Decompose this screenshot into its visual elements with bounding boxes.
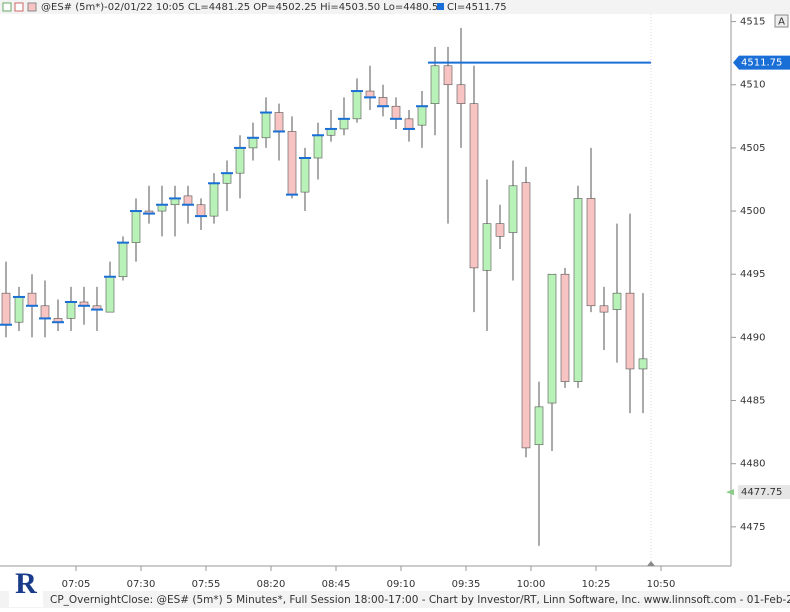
header-text: @ES# (5m*)-02/01/22 10:05 CL=4481.25 OP=… [41,2,445,13]
x-tick-label: 10:00 [517,579,546,590]
candle-body [560,273,570,382]
candle-body [599,305,609,313]
y-tick-label: 4490 [740,332,765,343]
candle-body [248,137,258,149]
candle-body [625,292,635,370]
logo-letter: R [15,567,37,600]
footer-text: CP_OvernightClose: @ES# (5m*) 5 Minutes*… [50,594,790,606]
x-tick-label: 08:20 [257,579,286,590]
checkbox[interactable] [14,2,24,12]
candle-body [638,358,648,370]
candle-body [300,157,310,193]
candle-body [339,118,349,130]
candle-body [417,105,427,126]
now-marker [647,561,655,566]
candle-body [404,118,414,130]
checkbox[interactable] [2,2,12,12]
marker-tag-label: 4477.75 [741,487,782,498]
candle-body [209,182,219,217]
candle-body [612,292,622,310]
header-bar [0,0,790,14]
candle-body [261,112,271,139]
y-tick-label: 4485 [740,396,765,407]
logo-bg [9,569,43,607]
candle-body [352,90,362,120]
auto-button[interactable] [774,14,789,28]
candle-body [586,198,596,307]
candle-body [222,172,232,184]
y-tick-label: 4505 [740,143,765,154]
ci-tag-label: 4511.75 [741,58,782,69]
status-bar [0,591,790,608]
candle-body [1,292,11,326]
candle-body [235,147,245,174]
candle-body [313,134,323,159]
candle-body [469,103,479,269]
ci-tag [733,55,790,70]
logo: R [9,567,43,607]
candle-body [183,195,193,206]
candle-body [274,112,284,132]
y-tick-label: 4515 [740,17,765,28]
candle-body [105,276,115,313]
auto-label: A [778,17,785,28]
candle-body [118,242,128,278]
x-tick-label: 09:35 [452,579,481,590]
candle-body [378,97,388,107]
x-tick-label: 07:30 [127,579,156,590]
x-tick-label: 07:55 [192,579,221,590]
x-tick-label: 10:25 [582,579,611,590]
y-tick-label: 4480 [740,459,765,470]
y-tick-label: 4475 [740,522,765,533]
x-tick-label: 07:05 [62,579,91,590]
candle-body [547,273,557,404]
x-tick-label: 09:10 [387,579,416,590]
candle-body [443,65,453,86]
ci-legend: CI=4511.75 [447,2,507,13]
y-tick-label: 4500 [740,206,765,217]
candle-body [495,223,505,237]
candle-body [508,185,518,233]
candle-body [131,210,141,243]
candle-body [521,182,531,449]
candle-body [430,65,440,104]
candle-body [391,105,401,120]
candle-body [27,292,37,307]
marker-arrow [726,489,734,496]
candle-body [482,223,492,271]
marker-tag [738,485,790,500]
candle-body [534,406,544,446]
x-tick-label: 08:45 [322,579,351,590]
y-tick-label: 4495 [740,269,765,280]
candle-body [196,204,206,217]
candle-body [573,198,583,382]
candle-body [456,84,466,104]
swatch [27,2,37,12]
x-tick-label: 10:50 [647,579,676,590]
candle-body [40,305,50,319]
candle-body [66,301,76,319]
candle-body [287,131,297,195]
candle-body [14,296,24,323]
ci-swatch [437,3,444,10]
y-tick-label: 4510 [740,80,765,91]
